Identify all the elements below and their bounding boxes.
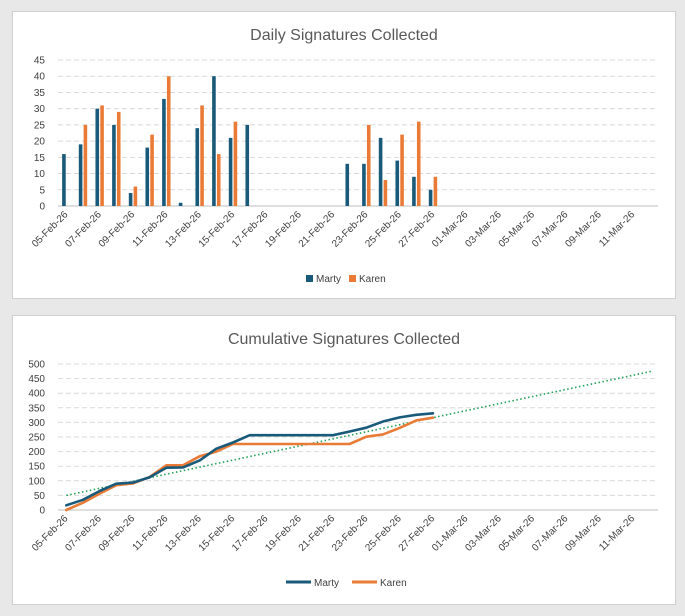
legend-swatch-karen: [349, 275, 356, 282]
bar-marty: [128, 193, 133, 206]
bar-marty: [212, 76, 216, 206]
bar-karen: [433, 176, 438, 206]
bar-marty: [162, 98, 166, 206]
y-tick-label: 40: [34, 72, 46, 83]
y-tick-label: 45: [34, 56, 46, 67]
bar-marty: [62, 154, 66, 206]
x-tick-label: 09-Mar-26: [563, 209, 604, 250]
y-tick-label: 200: [28, 447, 45, 458]
bar-marty: [228, 137, 233, 206]
bar-karen: [383, 180, 388, 206]
bar-karen: [150, 134, 154, 206]
y-tick-label: 150: [28, 462, 45, 473]
legend-label-karen: Karen: [380, 578, 407, 589]
bar-marty: [145, 147, 150, 206]
bar-karen: [400, 134, 404, 206]
chart-title: Daily Signatures Collected: [250, 27, 438, 44]
bar-marty: [178, 202, 183, 206]
bar-karen: [216, 154, 221, 206]
cumulative-chart-panel: Cumulative Signatures Collected 0 50 100 15…: [12, 315, 676, 605]
bar-karen: [116, 111, 121, 206]
bar-marty: [412, 176, 416, 206]
chart-title: Cumulative Signatures Collected: [228, 331, 460, 348]
bar-karen: [166, 76, 171, 206]
daily-signatures-chart: Daily Signatures Collected 0 5 10 15 20 25 30 3…: [30, 27, 658, 285]
y-tick-label: 0: [39, 506, 45, 517]
bar-marty: [428, 189, 433, 206]
cumulative-signatures-chart: Cumulative Signatures Collected 0 50 100 15…: [28, 331, 658, 589]
bar-marty: [362, 163, 366, 206]
y-tick-label: 0: [39, 202, 45, 213]
bar-karen: [233, 121, 238, 206]
y-tick-label: 20: [34, 137, 46, 148]
x-tick-label: 09-Mar-26: [563, 513, 604, 554]
daily-chart-panel: Daily Signatures Collected 0 5 10 15 20 25 30 3…: [12, 11, 676, 299]
bar-marty: [395, 160, 400, 206]
bar-marty: [195, 128, 200, 206]
y-tick-label: 10: [34, 169, 46, 180]
legend-label-karen: Karen: [359, 274, 386, 285]
bar-marty: [95, 108, 100, 206]
trendline: [66, 370, 654, 497]
y-tick-label: 450: [28, 374, 45, 385]
bar-karen: [133, 186, 138, 206]
y-tick-label: 15: [34, 153, 46, 164]
y-tick-label: 300: [28, 418, 45, 429]
y-tick-label: 400: [28, 389, 45, 400]
y-tick-label: 50: [34, 491, 46, 502]
y-tick-label: 5: [39, 185, 45, 196]
bar-marty: [245, 124, 250, 206]
y-tick-label: 100: [28, 476, 45, 487]
legend-label-marty: Marty: [316, 274, 341, 285]
bar-marty: [378, 137, 383, 206]
legend-label-marty: Marty: [314, 578, 339, 589]
bar-karen: [416, 121, 421, 206]
line-karen: [64, 416, 435, 512]
x-tick-label: 09-Feb-26: [97, 513, 138, 554]
line-marty: [64, 412, 435, 507]
x-tick-label: 09-Feb-26: [97, 209, 138, 250]
y-tick-label: 35: [34, 88, 46, 99]
y-tick-label: 500: [28, 360, 45, 371]
y-tick-label: 250: [28, 433, 45, 444]
legend-swatch-marty: [306, 275, 313, 282]
bar-karen: [366, 124, 371, 206]
y-tick-label: 25: [34, 120, 46, 131]
bar-marty: [112, 124, 116, 206]
bar-karen: [100, 105, 104, 206]
y-tick-label: 30: [34, 104, 46, 115]
x-tick-label: 11-Mar-26: [597, 209, 637, 249]
y-tick-label: 350: [28, 403, 45, 414]
x-tick-label: 11-Mar-26: [597, 513, 637, 553]
bar-karen: [200, 105, 204, 206]
bar-marty: [345, 163, 350, 206]
bar-marty: [78, 144, 83, 206]
bar-karen: [83, 124, 88, 206]
